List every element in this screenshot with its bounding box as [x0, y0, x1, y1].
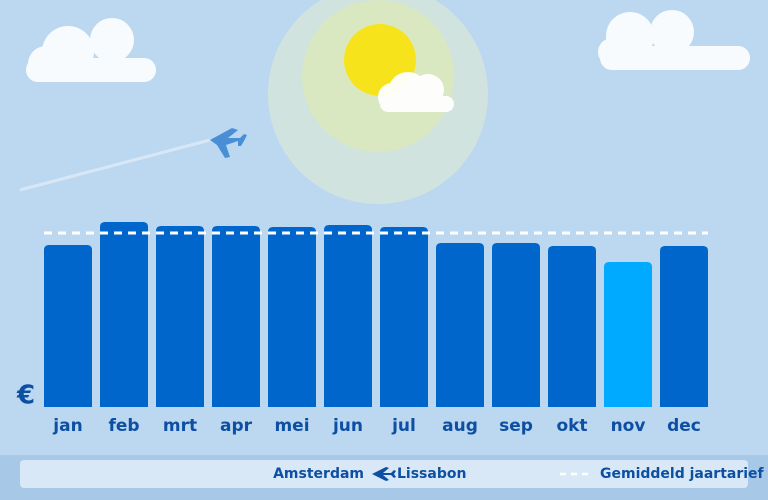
bar — [604, 262, 652, 407]
x-tick-label: jun — [332, 416, 363, 436]
contrail — [19, 138, 211, 192]
cloud — [26, 18, 156, 82]
route-from: Amsterdam — [273, 466, 364, 482]
x-tick-label: feb — [108, 416, 139, 436]
y-axis-label: € — [16, 381, 35, 411]
x-tick-label: aug — [442, 416, 478, 436]
route-plane-icon — [372, 467, 396, 481]
x-tick-label: mei — [274, 416, 309, 436]
bar — [100, 222, 148, 407]
route-to: Lissabon — [397, 466, 466, 482]
bar — [660, 246, 708, 407]
cloud — [378, 72, 454, 112]
bar — [492, 243, 540, 407]
bar — [268, 227, 316, 407]
x-tick-label: okt — [556, 416, 587, 436]
x-tick-label: apr — [220, 416, 253, 436]
cloud — [598, 10, 750, 70]
bar — [44, 245, 92, 407]
x-tick-label: sep — [499, 416, 533, 436]
x-tick-label: mrt — [163, 416, 197, 436]
x-tick-label: jan — [52, 416, 82, 436]
x-tick-label: nov — [611, 416, 646, 436]
x-tick-label: jul — [391, 416, 416, 436]
bar — [380, 227, 428, 407]
bar — [436, 243, 484, 407]
plane-icon — [210, 128, 247, 158]
bar — [156, 226, 204, 407]
bar — [212, 226, 260, 407]
bar — [548, 246, 596, 407]
legend-average-label: Gemiddeld jaartarief — [600, 466, 765, 482]
bar — [324, 225, 372, 407]
x-tick-label: dec — [667, 416, 701, 436]
